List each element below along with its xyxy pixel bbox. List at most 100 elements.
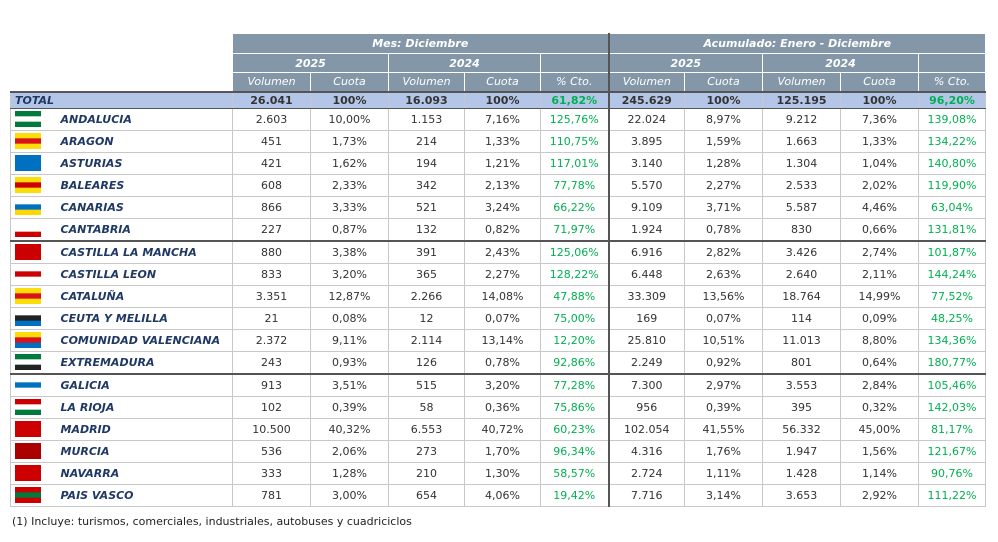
total-value: 100% — [310, 90, 389, 109]
column-header: Volumen — [762, 72, 841, 92]
region-name: CASTILLA LA MANCHA — [50, 239, 233, 264]
cell-value: 111,22% — [918, 483, 986, 507]
flag — [15, 421, 41, 437]
cell-value: 5.587 — [762, 195, 841, 219]
total-value: 26.041 — [232, 90, 311, 109]
cell-value: 12,20% — [540, 328, 609, 352]
table-row: CEUTA Y MELILLA 21 0,08% 12 0,07% 75,00% 169 0,… — [10, 306, 986, 330]
table-row: NAVARRA 333 1,28% 210 1,30% 58,57% 2.724 1,11% 1… — [10, 461, 986, 485]
group-header: Acumulado: Enero - Diciembre — [607, 33, 986, 54]
region-name: BALEARES — [50, 173, 233, 197]
cell-value: 0,32% — [840, 395, 919, 419]
blank — [10, 33, 233, 54]
total-value: 100% — [684, 90, 763, 109]
table-row: MURCIA 536 2,06% 273 1,70% 96,34% 4.316 1,76% 1.… — [10, 439, 986, 463]
cell-value: 210 — [388, 461, 465, 485]
flag-cell — [10, 439, 51, 463]
flag-cell — [10, 239, 51, 264]
flag — [15, 487, 41, 503]
cell-value: 956 — [607, 395, 685, 419]
flag-stripe — [15, 399, 41, 405]
blank — [10, 72, 233, 92]
table-row: COMUNIDAD VALENCIANA 2.372 9,11% 2.114 13,14… — [10, 328, 986, 352]
cell-value: 451 — [232, 129, 311, 153]
flag-stripe — [15, 497, 41, 503]
cell-value: 4,06% — [464, 483, 541, 507]
cell-value: 2.533 — [762, 173, 841, 197]
table-row: CATALUÑA 3.351 12,87% 2.266 14,08% 47,88% 33.3… — [10, 284, 986, 308]
column-header: Volumen — [607, 72, 685, 92]
cell-value: 536 — [232, 439, 311, 463]
flag-stripe — [15, 244, 41, 250]
column-header: % Cto. — [540, 72, 609, 92]
cell-value: 5.570 — [607, 173, 685, 197]
table-wrap: Mes: Diciembre Acumulado: Enero - Diciemb… — [10, 33, 986, 507]
cell-value: 3,38% — [310, 239, 389, 264]
flag-cell — [10, 306, 51, 330]
flag-cell — [10, 395, 51, 419]
flag-stripe — [15, 377, 41, 383]
flag — [15, 310, 41, 326]
flag — [15, 399, 41, 415]
flag-cell — [10, 284, 51, 308]
cell-value: 1,33% — [464, 129, 541, 153]
cell-value: 40,32% — [310, 417, 389, 441]
region-name: CANARIAS — [50, 195, 233, 219]
cell-value: 2,82% — [684, 239, 763, 264]
cell-value: 45,00% — [840, 417, 919, 441]
flag-stripe — [15, 143, 41, 149]
cell-value: 0,09% — [840, 306, 919, 330]
flag-stripe — [15, 226, 41, 233]
cell-value: 8,80% — [840, 328, 919, 352]
cell-value: 25.810 — [607, 328, 685, 352]
table-row: CANARIAS 866 3,33% 521 3,24% 66,22% 9.109 3,71%… — [10, 195, 986, 219]
cell-value: 2,33% — [310, 173, 389, 197]
column-header: Cuota — [464, 72, 541, 92]
cell-value: 1.304 — [762, 151, 841, 175]
flag-stripe — [15, 177, 41, 183]
cell-value: 3,20% — [310, 262, 389, 286]
flag-stripe — [15, 448, 41, 455]
region-name: MURCIA — [50, 439, 233, 463]
region-name: GALICIA — [50, 372, 233, 397]
cell-value: 77,52% — [918, 284, 986, 308]
cell-value: 1,28% — [310, 461, 389, 485]
footnote: (1) Incluye: turismos, comerciales, indu… — [12, 515, 412, 528]
cell-value: 6.553 — [388, 417, 465, 441]
flag-stripe — [15, 465, 41, 471]
cell-value: 18.764 — [762, 284, 841, 308]
cell-value: 391 — [388, 239, 465, 264]
cell-value: 781 — [232, 483, 311, 507]
flag-stripe — [15, 426, 41, 433]
flag — [15, 155, 41, 171]
cell-value: 1.428 — [762, 461, 841, 485]
cell-value: 2,63% — [684, 262, 763, 286]
cell-value: 13,56% — [684, 284, 763, 308]
cell-value: 2,84% — [840, 372, 919, 397]
cell-value: 342 — [388, 173, 465, 197]
flag — [15, 332, 41, 348]
cell-value: 128,22% — [540, 262, 609, 286]
cell-value: 0,78% — [464, 350, 541, 374]
cell-value: 830 — [762, 217, 841, 241]
cell-value: 110,75% — [540, 129, 609, 153]
cell-value: 81,17% — [918, 417, 986, 441]
table-row: GALICIA 913 3,51% 515 3,20% 77,28% 7.300 2,97% 3… — [10, 372, 986, 397]
cell-value: 1,56% — [840, 439, 919, 463]
cell-value: 0,87% — [310, 217, 389, 241]
cell-value: 1.663 — [762, 129, 841, 153]
blank — [10, 53, 233, 73]
cell-value: 214 — [388, 129, 465, 153]
flag-stripe — [15, 155, 41, 161]
cell-value: 2.114 — [388, 328, 465, 352]
cell-value: 1,76% — [684, 439, 763, 463]
cell-value: 169 — [607, 306, 685, 330]
flag-stripe — [15, 387, 41, 393]
year-header: 2025 — [607, 53, 763, 73]
flag-stripe — [15, 320, 41, 326]
year-header — [918, 53, 986, 73]
total-value: 245.629 — [607, 90, 685, 109]
cell-value: 41,55% — [684, 417, 763, 441]
region-name: CASTILLA LEON — [50, 262, 233, 286]
cell-value: 4,46% — [840, 195, 919, 219]
